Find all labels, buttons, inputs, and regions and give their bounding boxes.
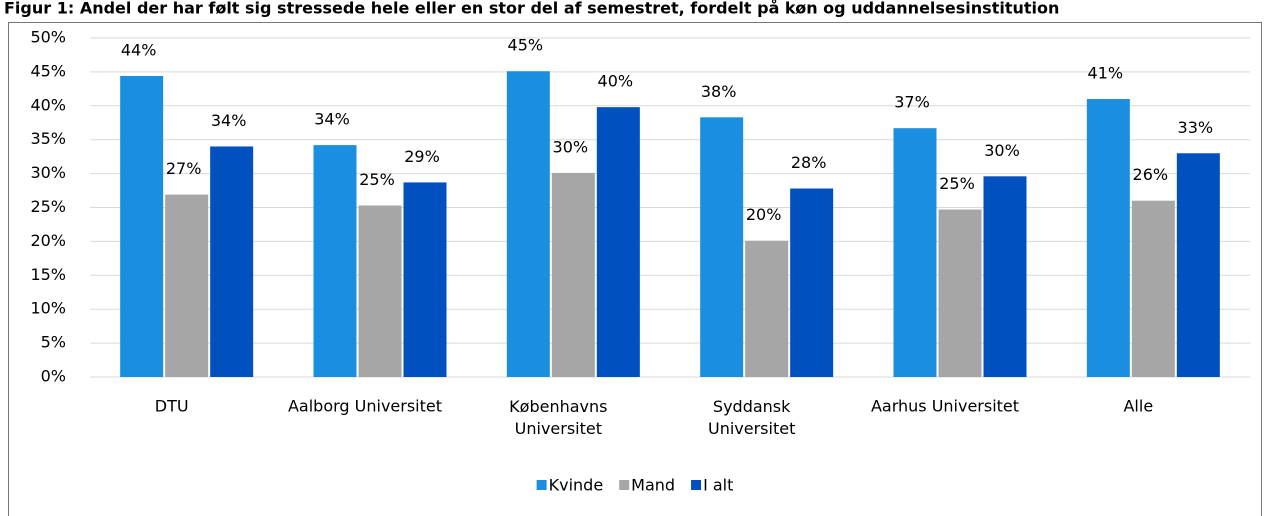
data-label: 40%	[598, 72, 634, 91]
bar	[358, 205, 402, 377]
y-tick-label: 35%	[30, 129, 66, 148]
legend-swatch	[619, 480, 630, 490]
x-tick-label: DTU	[155, 397, 189, 416]
y-tick-label: 20%	[30, 231, 66, 250]
bar	[551, 172, 595, 377]
data-label: 38%	[701, 82, 737, 101]
y-tick-label: 10%	[30, 299, 66, 318]
x-tick-label: Aalborg Universitet	[288, 397, 442, 416]
data-label: 45%	[508, 36, 544, 55]
chart-title: Figur 1: Andel der har følt sig stressed…	[4, 0, 1059, 18]
data-label: 28%	[791, 153, 827, 172]
bar	[790, 188, 834, 377]
bar	[1086, 99, 1130, 378]
x-tick-label: Aarhus Universitet	[871, 397, 1019, 416]
bar	[1176, 153, 1220, 377]
y-tick-label: 15%	[30, 265, 66, 284]
y-tick-label: 25%	[30, 197, 66, 216]
bar	[745, 240, 789, 377]
legend-label: I alt	[703, 476, 733, 495]
data-label: 29%	[404, 147, 440, 166]
bar	[700, 117, 744, 378]
bar	[165, 194, 209, 377]
bar	[403, 182, 447, 377]
data-label: 37%	[894, 93, 930, 112]
x-tick-label: Alle	[1123, 397, 1153, 416]
data-label: 34%	[314, 110, 350, 129]
y-tick-label: 45%	[30, 61, 66, 80]
bar	[313, 145, 357, 377]
bar	[596, 107, 640, 377]
data-label: 25%	[359, 170, 395, 189]
bar	[506, 71, 550, 378]
data-label: 20%	[746, 205, 782, 224]
data-label: 41%	[1088, 64, 1124, 83]
bar	[983, 176, 1027, 377]
data-label: 33%	[1178, 118, 1214, 137]
legend-label: Kvinde	[549, 476, 604, 495]
legend-swatch	[691, 480, 702, 490]
y-tick-label: 50%	[30, 28, 66, 47]
bar	[893, 128, 937, 377]
bar	[120, 75, 164, 377]
bar	[1131, 200, 1175, 377]
data-label: 30%	[984, 141, 1020, 160]
x-tick-label: Københavns Universitet	[509, 397, 607, 438]
y-tick-label: 5%	[41, 333, 66, 352]
legend: Kvinde Mand I alt	[536, 476, 733, 495]
data-label: 44%	[121, 40, 157, 59]
data-label: 25%	[939, 174, 975, 193]
data-label: 34%	[211, 111, 247, 130]
x-tick-label: Syddansk Universitet	[708, 397, 795, 438]
y-tick-label: 30%	[30, 163, 66, 182]
y-tick-label: 40%	[30, 95, 66, 114]
data-label: 26%	[1133, 165, 1169, 184]
data-label: 27%	[166, 159, 202, 178]
bar	[938, 209, 982, 377]
data-label: 30%	[553, 137, 589, 156]
legend-swatch	[536, 480, 547, 490]
y-tick-label: 0%	[41, 367, 66, 386]
bar	[210, 146, 254, 377]
legend-label: Mand	[631, 476, 675, 495]
